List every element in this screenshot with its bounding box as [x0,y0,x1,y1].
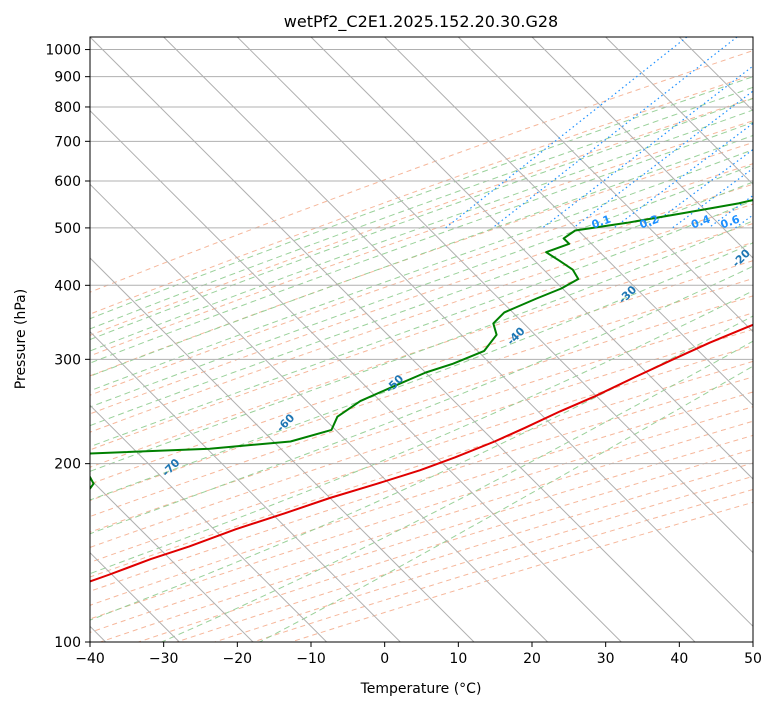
axes: −40 −30 −20 −10 0 10 20 30 40 50 100 200 300 400 500 60… [45,43,762,667]
sounding-series [90,198,753,583]
isotherm-line [236,37,753,554]
mixing-ratio-line [542,65,753,229]
dry-adiabat-line [90,50,753,293]
y-tick-label: 300 [54,352,81,368]
y-axis-label: Pressure (hPa) [13,289,29,389]
dry-adiabat-line [90,74,753,315]
isotherm-line [384,37,753,407]
moist-adiabat-line [90,86,753,330]
x-tick-label: −10 [296,651,326,667]
x-axis-label: Temperature (°C) [360,681,482,697]
dewpoint-line [90,198,753,491]
dry-adiabat-line [90,312,753,533]
moist-adiabat-line [90,200,753,448]
mixing-ratio-line [647,148,753,229]
isotherm-line [605,37,753,186]
y-tick-label: 200 [54,457,81,473]
moist-adiabat-line [90,290,753,575]
x-tick-label: −30 [149,651,179,667]
isotherm-line [90,404,328,642]
isotherm-line [531,37,753,259]
moist-adiabat-line [90,121,753,364]
y-tick-label: 400 [54,278,81,294]
mixing-ratio-line [572,90,753,229]
x-tick-label: 50 [744,651,762,667]
moist-adiabat-line [161,340,753,642]
moist-adiabat-line [90,97,753,341]
dry-adiabat-line [90,295,753,518]
isotherm-line [90,37,696,642]
y-tick-label: 100 [54,635,81,651]
mixing-ratio-label: 0.1 [590,213,613,232]
x-tick-label: 0 [380,651,389,667]
x-tick-label: 40 [670,651,688,667]
y-tick-label: 500 [54,221,81,237]
y-tick-label: 900 [54,70,81,86]
moist-adiabat-line [90,76,753,320]
isotherm-line [90,257,475,642]
dry-adiabat-line [90,391,753,606]
dry-adiabat-line [90,163,753,396]
dry-adiabat-line [90,260,753,485]
dry-adiabat-line [90,241,753,468]
plot-frame [89,36,754,643]
moist-adiabat-line [90,164,753,408]
mixing-ratio-line [445,37,688,229]
x-tick-label: 30 [597,651,615,667]
dry-adiabat-line [90,345,753,563]
isotherm-line [90,183,549,642]
mixing-ratio-label: 0.2 [638,213,661,232]
x-tick-label: −20 [223,651,253,667]
moist-adiabat-line [90,220,753,472]
mixing-ratio-line [613,122,753,229]
isotherm-line [90,478,254,642]
moist-adiabat-line [90,134,753,377]
moist-adiabat-line [90,181,753,427]
y-tick-label: 1000 [45,43,81,59]
x-tick-label: 10 [449,651,467,667]
reference-lines [90,37,753,642]
x-tick-label: 20 [523,651,541,667]
isotherm-line [163,37,753,628]
dry-adiabat-line [90,141,753,377]
dry-adiabat-line [90,203,753,433]
y-tick-label: 600 [54,174,81,190]
mixing-ratio-label: 0.4 [689,212,712,231]
y-tick-label: 700 [54,134,81,150]
mixing-ratio-label: 0.6 [719,212,742,231]
y-tick-label: 800 [54,100,81,116]
temperature-line [90,323,753,583]
isotherm-line [90,109,622,642]
x-tick-label: −40 [75,651,105,667]
isotherm-line [90,330,401,642]
isotherm-line [310,37,753,480]
chart-title: wetPf2_C2E1.2025.152.20.30.G28 [284,12,558,32]
